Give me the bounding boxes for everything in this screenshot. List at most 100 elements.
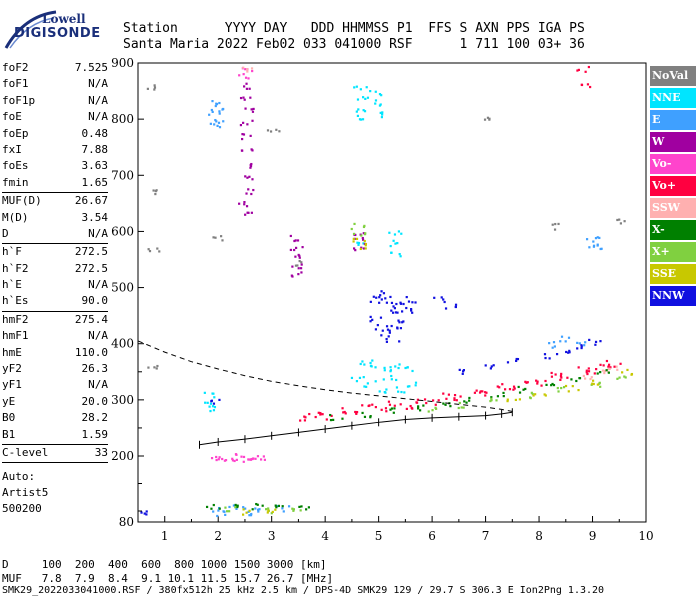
echo-point — [148, 249, 152, 253]
param-row: h`F2 272.5 — [2, 261, 108, 277]
echo-point — [243, 201, 246, 204]
echo-point — [543, 353, 547, 356]
echo-point — [405, 306, 408, 310]
echo-point — [398, 340, 401, 343]
echo-point — [374, 405, 377, 409]
echo-point — [457, 406, 460, 410]
param-name: h`F — [2, 245, 22, 259]
echo-point — [363, 239, 366, 243]
echo-point — [548, 357, 551, 360]
echo-point — [155, 189, 158, 192]
echo-point — [502, 391, 505, 395]
height-curves — [137, 340, 514, 449]
echo-point — [362, 247, 365, 250]
header-values: Santa Maria 2022 Feb02 033 041000 RSF 1 … — [123, 37, 585, 52]
echo-point — [257, 510, 260, 513]
param-name: yF2 — [2, 362, 22, 376]
echo-point — [265, 508, 268, 511]
echo-point — [314, 415, 317, 419]
echo-point — [221, 457, 224, 461]
echo-point — [242, 508, 245, 511]
echo-point — [393, 233, 397, 236]
echo-point — [303, 415, 306, 418]
echo-point — [270, 512, 273, 515]
echo-point — [245, 87, 249, 90]
echo-point — [465, 401, 468, 404]
param-value: N/A — [88, 77, 108, 91]
echo-point — [152, 189, 155, 192]
echo-point — [153, 88, 156, 91]
echo-point — [489, 399, 492, 403]
echo-point — [468, 396, 471, 400]
echo-point — [588, 338, 591, 342]
echo-point — [267, 509, 270, 512]
echo-point — [380, 334, 383, 337]
x-tick-label: 3 — [268, 529, 276, 543]
x-tick-label: 4 — [321, 529, 329, 543]
echo-point — [275, 506, 278, 509]
echo-point — [371, 318, 374, 321]
echo-point — [397, 230, 401, 233]
echo-point — [296, 264, 299, 267]
echo-point — [576, 347, 579, 350]
echo-point — [380, 94, 383, 97]
echo-point — [147, 366, 150, 369]
echo-point — [380, 290, 383, 293]
echo-point — [156, 247, 159, 250]
param-row: foEs 3.63 — [2, 158, 108, 174]
echo-point — [590, 383, 593, 386]
echo-point — [276, 504, 279, 508]
echo-point — [395, 302, 398, 306]
echo-point — [358, 118, 362, 121]
echo-point — [247, 211, 250, 214]
echo-point — [321, 413, 324, 416]
echo-point — [380, 408, 383, 411]
echo-point — [212, 236, 215, 239]
echo-point — [414, 301, 417, 304]
echo-point — [391, 311, 395, 314]
echo-point — [238, 202, 241, 205]
echo-point — [214, 104, 217, 108]
echo-point — [624, 376, 627, 379]
echo-point — [361, 236, 364, 240]
echo-point — [490, 399, 493, 402]
echo-point — [249, 514, 253, 517]
echo-point — [485, 391, 488, 394]
x-tick-label: 7 — [482, 529, 490, 543]
echo-point — [381, 111, 384, 114]
param-value: 33 — [94, 445, 108, 459]
echo-point — [604, 369, 607, 373]
echo-point — [550, 375, 554, 378]
param-value: 20.0 — [81, 394, 109, 408]
echo-point — [528, 396, 532, 399]
y-tick-label: 200 — [111, 449, 134, 463]
echo-point — [243, 203, 246, 206]
echo-point — [389, 408, 392, 411]
echo-point — [390, 309, 393, 312]
echo-point — [360, 234, 363, 237]
echo-point — [560, 335, 564, 338]
distance-row: D 100 200 400 600 800 1000 1500 3000 [km… — [2, 558, 327, 571]
param-name: h`E — [2, 278, 22, 292]
echo-point — [589, 377, 592, 381]
echo-point — [369, 361, 372, 365]
echo-point — [453, 393, 457, 397]
param-row: yE 20.0 — [2, 394, 108, 410]
echo-point — [566, 376, 569, 379]
echo-point — [608, 367, 611, 370]
echo-point — [402, 302, 405, 306]
echo-point — [369, 320, 372, 323]
echo-point — [410, 406, 413, 410]
echo-point — [400, 232, 403, 235]
echo-point — [244, 107, 247, 110]
echo-point — [258, 508, 261, 511]
echo-point — [578, 342, 581, 345]
echo-point — [565, 350, 568, 354]
param-name: foF1 — [2, 77, 29, 91]
echo-point — [598, 236, 601, 240]
param-row: yF2 26.3 — [2, 361, 108, 377]
y-tick-label: 600 — [111, 224, 134, 238]
echo-point — [224, 513, 227, 516]
echo-point — [514, 398, 517, 402]
echo-point — [248, 87, 251, 90]
